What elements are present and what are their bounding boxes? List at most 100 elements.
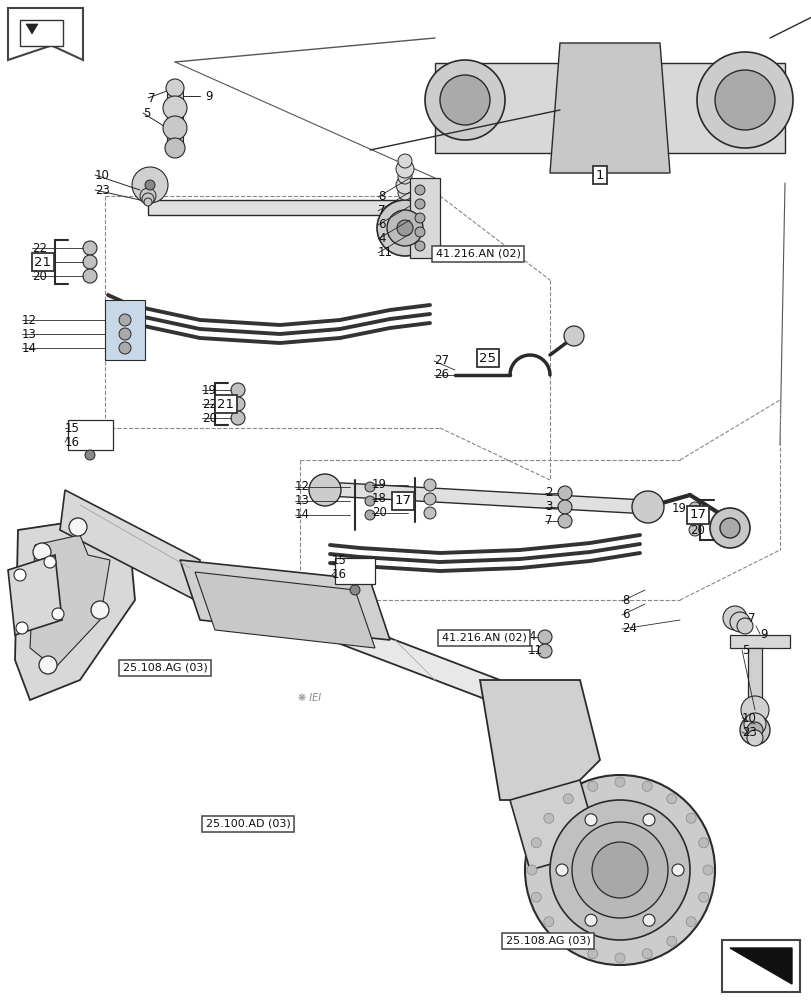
Polygon shape xyxy=(60,490,200,600)
Text: 20: 20 xyxy=(689,524,704,536)
Circle shape xyxy=(91,601,109,619)
Circle shape xyxy=(526,865,536,875)
Circle shape xyxy=(642,914,654,926)
Text: 5: 5 xyxy=(143,107,150,120)
Circle shape xyxy=(387,210,423,246)
Text: 20: 20 xyxy=(202,412,217,424)
Text: 41.216.AN (02): 41.216.AN (02) xyxy=(435,249,520,259)
Circle shape xyxy=(642,781,651,791)
Circle shape xyxy=(584,814,596,826)
Text: 25.100.AD (03): 25.100.AD (03) xyxy=(205,819,290,829)
Circle shape xyxy=(722,606,746,630)
Text: 7: 7 xyxy=(378,205,385,218)
Circle shape xyxy=(230,397,245,411)
Text: 19: 19 xyxy=(202,383,217,396)
Polygon shape xyxy=(747,648,761,730)
Text: 26: 26 xyxy=(433,368,448,381)
Circle shape xyxy=(163,96,187,120)
Circle shape xyxy=(709,508,749,548)
Circle shape xyxy=(538,644,551,658)
Polygon shape xyxy=(549,43,669,173)
Circle shape xyxy=(423,507,436,519)
Polygon shape xyxy=(20,20,63,46)
Circle shape xyxy=(145,180,155,190)
Text: 22: 22 xyxy=(202,397,217,410)
Circle shape xyxy=(696,52,792,148)
Text: 7: 7 xyxy=(544,514,551,528)
Text: 21: 21 xyxy=(217,397,234,410)
Text: 17: 17 xyxy=(689,508,706,522)
Circle shape xyxy=(563,936,573,946)
Text: 8: 8 xyxy=(378,190,385,204)
Circle shape xyxy=(14,569,26,581)
Text: 14: 14 xyxy=(294,508,310,522)
Text: 18: 18 xyxy=(371,492,386,506)
Text: 23: 23 xyxy=(95,184,109,197)
Bar xyxy=(721,940,799,992)
Text: 9: 9 xyxy=(204,90,212,103)
Polygon shape xyxy=(8,8,83,60)
Circle shape xyxy=(424,60,504,140)
Polygon shape xyxy=(167,88,182,148)
Circle shape xyxy=(614,953,624,963)
Text: 25: 25 xyxy=(479,352,496,364)
Circle shape xyxy=(414,213,424,223)
Circle shape xyxy=(543,917,553,927)
Text: 19: 19 xyxy=(32,255,47,268)
Circle shape xyxy=(746,722,762,738)
Circle shape xyxy=(584,914,596,926)
Circle shape xyxy=(736,618,752,634)
Polygon shape xyxy=(8,555,62,635)
Circle shape xyxy=(423,479,436,491)
Circle shape xyxy=(135,171,164,199)
Circle shape xyxy=(557,514,571,528)
Circle shape xyxy=(414,199,424,209)
Text: 13: 13 xyxy=(22,328,36,340)
Circle shape xyxy=(396,176,414,194)
Text: 4: 4 xyxy=(527,631,534,644)
Circle shape xyxy=(69,518,87,536)
Text: 41.216.AN (02): 41.216.AN (02) xyxy=(441,633,526,643)
Circle shape xyxy=(83,255,97,269)
Text: 11: 11 xyxy=(378,246,393,259)
Polygon shape xyxy=(729,948,791,984)
Circle shape xyxy=(685,813,695,823)
Circle shape xyxy=(39,656,57,674)
Text: 16: 16 xyxy=(332,568,346,582)
Circle shape xyxy=(702,865,712,875)
Text: 17: 17 xyxy=(394,494,411,508)
Text: 10: 10 xyxy=(741,712,756,724)
Text: 8: 8 xyxy=(621,594,629,607)
Text: 21: 21 xyxy=(34,255,51,268)
Circle shape xyxy=(119,342,131,354)
Text: 12: 12 xyxy=(294,481,310,493)
Text: 25.108.AG (03): 25.108.AG (03) xyxy=(122,663,207,673)
Circle shape xyxy=(689,524,700,536)
Polygon shape xyxy=(729,635,789,648)
Circle shape xyxy=(397,186,411,200)
Bar xyxy=(335,558,375,584)
Polygon shape xyxy=(180,560,389,640)
Circle shape xyxy=(139,188,156,204)
Circle shape xyxy=(666,794,676,804)
Circle shape xyxy=(525,775,714,965)
Circle shape xyxy=(52,608,64,620)
Circle shape xyxy=(163,116,187,140)
Text: 5: 5 xyxy=(741,644,749,656)
Circle shape xyxy=(397,220,413,236)
Polygon shape xyxy=(410,178,440,258)
Text: 6: 6 xyxy=(378,219,385,232)
Polygon shape xyxy=(26,24,38,34)
Text: 16: 16 xyxy=(65,436,80,448)
Circle shape xyxy=(119,314,131,326)
Circle shape xyxy=(719,518,739,538)
Text: 9: 9 xyxy=(759,628,766,641)
Circle shape xyxy=(729,612,749,632)
Circle shape xyxy=(365,510,375,520)
Circle shape xyxy=(397,154,411,168)
Circle shape xyxy=(33,543,51,561)
Text: 14: 14 xyxy=(22,342,37,355)
Circle shape xyxy=(591,842,647,898)
Circle shape xyxy=(556,864,568,876)
Circle shape xyxy=(85,450,95,460)
